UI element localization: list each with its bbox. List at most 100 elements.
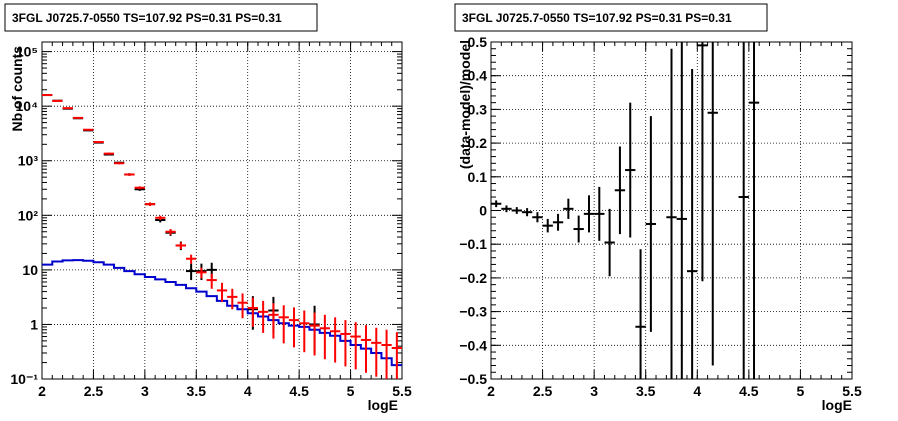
x-tick-label: 2.5 <box>533 383 553 399</box>
y-tick-label: −0.2 <box>459 270 487 286</box>
model-point <box>93 141 104 144</box>
background-step-line <box>42 259 402 367</box>
model-point <box>134 186 145 190</box>
counts-ticks <box>41 42 403 380</box>
residual-point <box>573 215 584 243</box>
y-tick-label: −0.1 <box>459 236 487 252</box>
x-tick-label: 4 <box>693 383 701 399</box>
y-tick-label: 0.3 <box>468 101 488 117</box>
residual-point <box>583 195 595 233</box>
model-point <box>299 310 310 353</box>
residual-panel: 3FGL J0725.7-0550 TS=107.92 PS=0.31 PS=0… <box>454 3 862 413</box>
model-point <box>175 242 186 250</box>
x-tick-label: 5.5 <box>392 383 412 399</box>
model-point <box>103 152 114 155</box>
x-tick-label: 3 <box>141 383 149 399</box>
x-tick-label: 3.5 <box>187 383 207 399</box>
model-point <box>278 305 289 344</box>
residual-series <box>491 42 760 379</box>
y-tick-label: 1 <box>30 316 38 332</box>
x-tick-label: 4.5 <box>289 383 309 399</box>
residual-title: 3FGL J0725.7-0550 TS=107.92 PS=0.31 PS=0… <box>462 11 732 25</box>
y-tick-label: 0.5 <box>468 34 488 50</box>
counts-plot-frame <box>41 41 403 380</box>
counts-y-tick-labels: 10⁻¹ 1 10 10² 10³ 10⁴ 10⁵ <box>10 44 38 387</box>
model-point <box>186 254 197 264</box>
residual-point <box>594 186 605 241</box>
model-point <box>42 94 53 97</box>
model-point <box>340 320 351 367</box>
y-tick-label: 10³ <box>18 153 39 169</box>
x-tick-label: 5 <box>797 383 805 399</box>
model-series <box>42 94 402 379</box>
model-point <box>330 317 341 363</box>
model-point <box>196 267 207 279</box>
y-tick-label: 0.2 <box>468 135 488 151</box>
model-point <box>381 329 392 379</box>
residual-point <box>552 213 564 231</box>
residual-point <box>676 42 687 379</box>
model-point <box>62 107 73 110</box>
y-tick-label: 10⁵ <box>16 44 38 60</box>
model-point <box>83 128 94 131</box>
residual-point <box>707 42 718 366</box>
model-point <box>165 229 176 235</box>
residual-point <box>532 212 543 223</box>
model-point <box>227 288 238 310</box>
model-point <box>124 173 135 176</box>
model-point <box>371 327 382 377</box>
x-tick-label: 2 <box>487 383 495 399</box>
x-tick-label: 2.5 <box>84 383 104 399</box>
model-point <box>237 293 248 319</box>
residual-point <box>666 48 677 379</box>
x-tick-label: 3.5 <box>636 383 656 399</box>
model-point <box>144 202 156 207</box>
y-tick-label: −0.3 <box>459 304 487 320</box>
residual-point <box>645 116 657 332</box>
model-point <box>268 303 279 339</box>
y-tick-label: −0.4 <box>459 337 487 353</box>
model-point <box>247 297 258 327</box>
residual-point <box>604 208 615 277</box>
counts-title: 3FGL J0725.7-0550 TS=107.92 PS=0.31 PS=0… <box>12 11 282 25</box>
residual-x-axis-title: logE <box>822 397 852 413</box>
counts-title-box: 3FGL J0725.7-0550 TS=107.92 PS=0.31 PS=0… <box>4 3 318 32</box>
y-tick-label: 10² <box>18 207 39 223</box>
x-tick-label: 3 <box>590 383 598 399</box>
residual-point <box>738 42 749 379</box>
y-tick-label: 10 <box>22 262 38 278</box>
data-point <box>186 263 197 281</box>
model-point <box>155 215 166 221</box>
x-tick-label: 4.5 <box>739 383 759 399</box>
residual-point <box>625 102 636 238</box>
counts-y-axis-title: Nb of counts <box>9 46 25 132</box>
model-point <box>360 325 372 373</box>
y-tick-label: 0.4 <box>468 68 488 84</box>
model-point <box>216 282 228 302</box>
model-point <box>350 322 361 370</box>
residual-point <box>501 205 512 213</box>
x-tick-label: 5 <box>347 383 355 399</box>
model-point <box>114 162 125 165</box>
counts-x-tick-labels: 2 2.5 3 3.5 4 4.5 5 5.5 <box>38 383 412 399</box>
model-point <box>288 307 300 348</box>
counts-panel: 3FGL J0725.7-0550 TS=107.92 PS=0.31 PS=0… <box>4 3 412 413</box>
residual-point <box>563 198 574 219</box>
x-tick-label: 5.5 <box>842 383 862 399</box>
model-point <box>319 314 330 360</box>
residual-point <box>697 42 708 282</box>
residual-point <box>511 207 522 214</box>
model-point <box>206 273 217 289</box>
residual-point <box>521 208 533 217</box>
residual-point <box>542 218 553 233</box>
residual-point <box>635 249 646 379</box>
model-point <box>52 99 63 102</box>
model-point <box>258 300 269 333</box>
residual-title-box: 3FGL J0725.7-0550 TS=107.92 PS=0.31 PS=0… <box>454 3 768 32</box>
residual-ticks <box>490 41 853 380</box>
y-tick-label: 0.1 <box>468 169 488 185</box>
model-point <box>309 312 320 356</box>
residual-x-tick-labels: 2 2.5 3 3.5 4 4.5 5 5.5 <box>487 383 862 399</box>
residual-point <box>614 146 626 235</box>
